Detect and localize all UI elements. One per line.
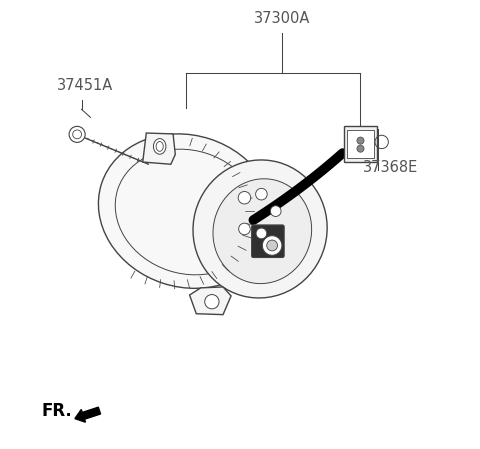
- Ellipse shape: [213, 179, 312, 284]
- Polygon shape: [143, 133, 175, 164]
- FancyBboxPatch shape: [348, 130, 373, 158]
- Circle shape: [357, 145, 364, 152]
- FancyBboxPatch shape: [344, 126, 377, 162]
- Text: FR.: FR.: [41, 402, 72, 420]
- Circle shape: [357, 137, 364, 144]
- Ellipse shape: [98, 134, 275, 288]
- Ellipse shape: [193, 160, 327, 298]
- Circle shape: [205, 295, 219, 309]
- FancyArrow shape: [75, 407, 100, 422]
- Circle shape: [238, 191, 251, 204]
- Circle shape: [270, 206, 281, 216]
- Circle shape: [69, 126, 85, 142]
- Ellipse shape: [154, 139, 166, 154]
- Text: 37451A: 37451A: [57, 78, 113, 93]
- Text: 37368E: 37368E: [363, 160, 418, 175]
- Circle shape: [262, 236, 282, 255]
- Text: 37300A: 37300A: [254, 11, 311, 26]
- Circle shape: [256, 189, 267, 200]
- FancyBboxPatch shape: [252, 225, 284, 258]
- Circle shape: [239, 223, 250, 235]
- Circle shape: [256, 228, 267, 239]
- Circle shape: [267, 240, 277, 251]
- Polygon shape: [190, 287, 231, 315]
